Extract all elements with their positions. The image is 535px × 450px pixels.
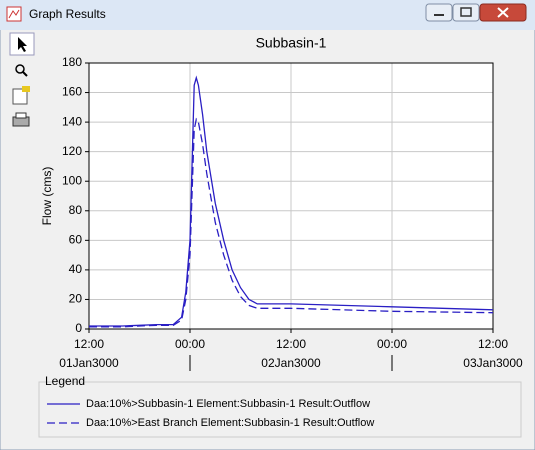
legend-title: Legend [45,374,85,388]
y-tick-label: 160 [62,85,82,99]
y-tick-label: 80 [69,203,83,217]
chart-title: Subbasin-1 [256,35,327,51]
maximize-icon [460,7,472,17]
legend-box [38,381,522,438]
zoom-tool[interactable] [15,64,25,74]
date-label: 03Jan3000 [463,356,523,370]
series-line [89,75,494,327]
y-tick-label: 60 [69,233,83,247]
date-label: 02Jan3000 [261,356,321,370]
series-line [89,117,494,328]
maximize-button[interactable] [452,3,480,22]
y-tick-label: 120 [62,144,82,158]
x-tick-label: 00:00 [175,337,205,351]
legend-label: Daa:10%>Subbasin-1 Element:Subbasin-1 Re… [86,398,370,410]
y-tick-label: 40 [69,262,83,276]
x-tick-label: 12:00 [74,337,104,351]
app-icon [6,6,22,22]
plot-border [88,62,494,330]
app-icon-graph [8,9,20,19]
x-tick-label: 12:00 [478,337,508,351]
y-axis-label: Flow (cms) [40,167,54,226]
y-tick-label: 180 [62,55,82,69]
y-tick-label: 20 [69,292,83,306]
print-icon [15,112,27,119]
select-icon [18,37,27,52]
close-icon [497,7,509,18]
y-tick-label: 140 [62,114,82,128]
y-tick-label: 100 [62,173,82,187]
legend-label: Daa:10%>East Branch Element:Subbasin-1 R… [86,417,374,429]
properties-tool[interactable] [12,88,28,105]
zoom-handle [22,71,28,77]
properties-icon [22,86,30,92]
window-title: Graph Results [29,7,106,21]
x-tick-label: 00:00 [377,337,407,351]
date-label: 01Jan3000 [59,356,119,370]
minimize-button[interactable] [425,3,453,22]
y-tick-label: 0 [75,321,82,335]
x-tick-label: 12:00 [276,337,306,351]
